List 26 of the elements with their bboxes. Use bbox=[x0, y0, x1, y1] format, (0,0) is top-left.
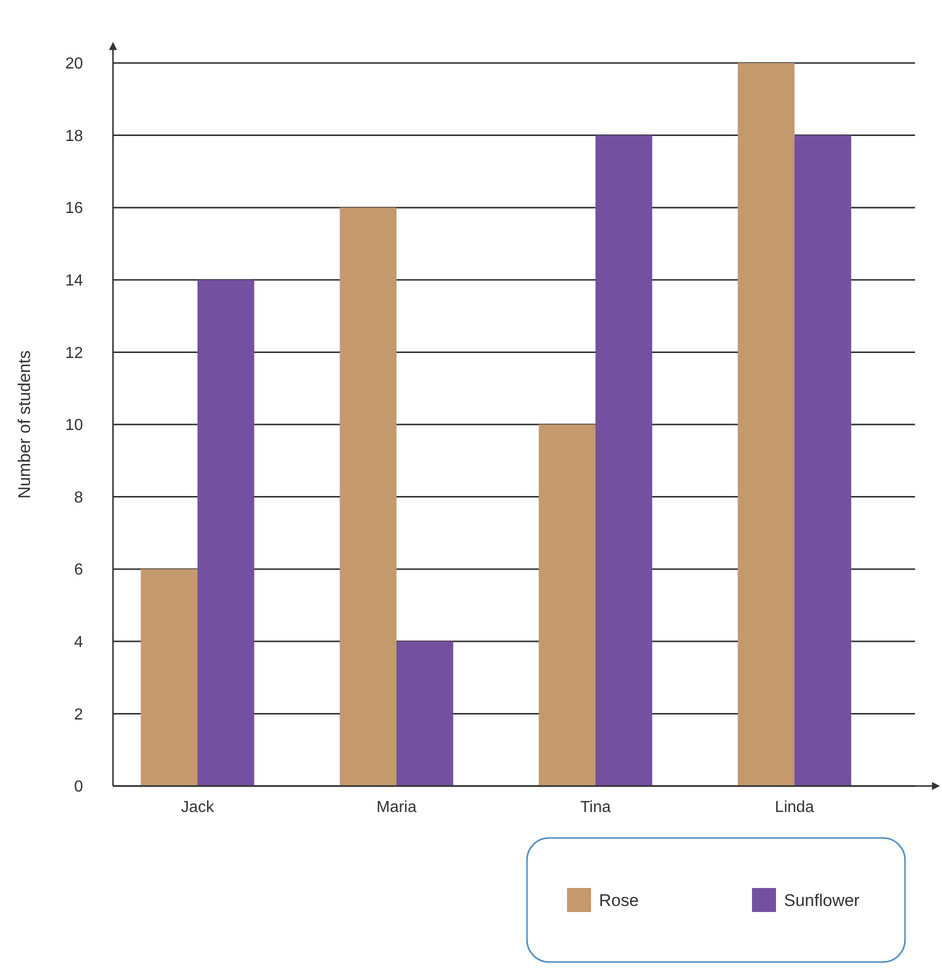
y-axis-title: Number of students bbox=[15, 350, 34, 499]
y-tick-label: 18 bbox=[65, 128, 84, 145]
y-tick-label: 2 bbox=[74, 706, 84, 724]
y-tick-label: 20 bbox=[65, 56, 84, 73]
bar bbox=[396, 641, 454, 786]
x-tick-label: Tina bbox=[580, 799, 611, 816]
legend-label: Sunflower bbox=[784, 890, 860, 910]
bar bbox=[198, 280, 254, 786]
y-tick-label: 16 bbox=[65, 200, 84, 218]
y-tick-label: 8 bbox=[74, 489, 84, 506]
bar bbox=[794, 135, 852, 786]
x-tick-label: Linda bbox=[774, 799, 814, 816]
x-tick-label: Jack bbox=[181, 799, 215, 816]
legend-label: Rose bbox=[599, 890, 639, 910]
y-tick-label: 14 bbox=[65, 272, 84, 290]
bar bbox=[596, 135, 652, 786]
y-tick-label: 10 bbox=[65, 417, 84, 434]
bar bbox=[738, 63, 794, 786]
bar bbox=[140, 569, 198, 786]
y-tick-label: 12 bbox=[65, 344, 84, 362]
x-tick-label: Maria bbox=[376, 799, 417, 816]
y-tick-label: 6 bbox=[74, 562, 84, 579]
y-tick-label: 4 bbox=[74, 634, 84, 651]
y-tick-label: 0 bbox=[74, 778, 84, 796]
bar bbox=[340, 208, 396, 786]
bar bbox=[538, 424, 596, 786]
